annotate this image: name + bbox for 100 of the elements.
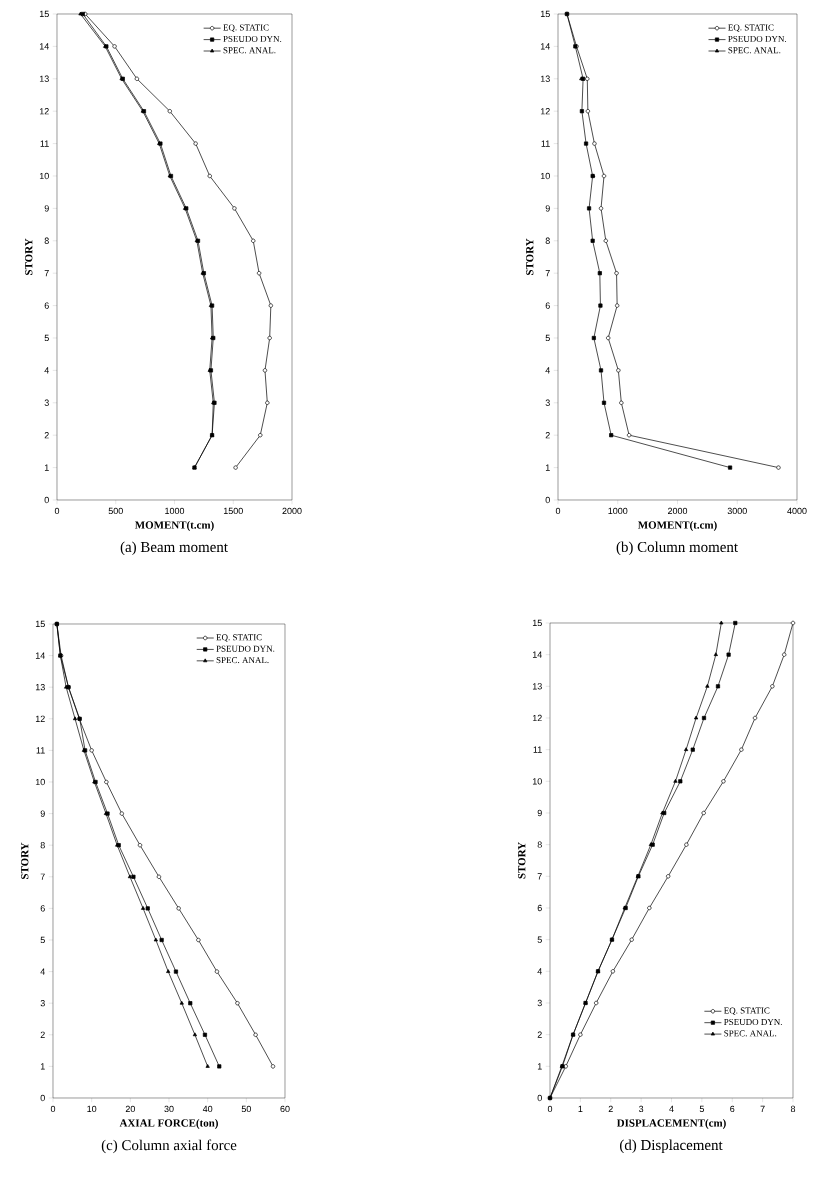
y-tick-label: 14 (35, 652, 45, 659)
legend-label: PSEUDO DYN. (724, 1018, 782, 1026)
legend-label: EQ. STATIC (223, 24, 269, 32)
y-tick-label: 8 (545, 237, 550, 244)
x-tick-label: 7 (760, 1105, 765, 1112)
legend-label: SPEC. ANAL. (724, 1030, 777, 1037)
x-tick-label: 3 (638, 1105, 644, 1113)
x-tick-label: 0 (54, 507, 60, 515)
y-tick-label: 5 (40, 936, 45, 944)
x-tick-label: 1000 (608, 507, 628, 515)
y-tick-label: 13 (540, 75, 550, 82)
legend-label: SPEC. ANAL. (223, 47, 276, 54)
y-tick-label: 7 (44, 270, 49, 277)
y-tick-label: 2 (40, 1031, 45, 1038)
y-tick-label: 4 (44, 367, 49, 374)
y-tick-label: 14 (532, 651, 542, 658)
y-tick-label: 6 (40, 905, 45, 912)
y-tick-label: 13 (532, 683, 542, 690)
y-tick-label: 11 (36, 747, 45, 754)
text: (b) Column moment (616, 541, 738, 556)
x-tick-label: 500 (108, 507, 123, 515)
y-tick-label: 9 (40, 810, 45, 817)
y-tick-label: 12 (39, 108, 49, 115)
y-axis-title: STORY (21, 842, 29, 879)
y-axis-title: STORY (518, 842, 526, 879)
x-tick-label: 0 (555, 507, 561, 515)
y-tick-label: 12 (532, 714, 542, 722)
legend-label: EQ. STATIC (216, 634, 262, 642)
y-tick-label: 3 (537, 999, 542, 1007)
x-tick-label: 8 (790, 1105, 796, 1113)
y-tick-label: 13 (35, 684, 45, 691)
x-tick-label: 2000 (667, 507, 688, 515)
y-tick-label: 9 (44, 205, 49, 212)
x-tick-label: 30 (164, 1105, 174, 1113)
x-tick-label: 20 (125, 1105, 135, 1113)
y-tick-label: 11 (533, 746, 542, 753)
legend-label: PSEUDO DYN. (216, 645, 275, 652)
x-tick-label: 0 (50, 1105, 56, 1113)
y-tick-label: 4 (40, 968, 45, 975)
y-tick-label: 1 (537, 1063, 542, 1070)
y-tick-label: 11 (541, 140, 550, 147)
y-tick-label: 10 (39, 172, 49, 180)
y-tick-label: 9 (545, 205, 550, 212)
y-tick-label: 3 (545, 399, 550, 406)
x-tick-label: 5 (699, 1105, 704, 1113)
y-tick-label: 1 (44, 464, 49, 471)
legend-label: EQ. STATIC (728, 24, 774, 32)
x-axis-title: MOMENT(t.cm) (637, 520, 717, 531)
x-tick-label: 10 (87, 1105, 97, 1113)
x-tick-label: 4000 (787, 507, 807, 515)
y-tick-label: 7 (40, 873, 45, 880)
y-tick-label: 5 (44, 334, 49, 342)
y-tick-label: 3 (44, 399, 49, 406)
x-tick-label: 60 (280, 1105, 290, 1113)
x-tick-label: 1 (578, 1105, 583, 1112)
y-tick-label: 0 (545, 496, 550, 504)
y-tick-label: 8 (537, 841, 542, 848)
y-tick-label: 6 (44, 302, 49, 309)
y-tick-label: 10 (532, 778, 542, 785)
x-tick-label: 3000 (727, 507, 747, 515)
y-tick-label: 0 (537, 1094, 542, 1102)
legend-label: PSEUDO DYN. (728, 35, 787, 42)
y-tick-label: 4 (537, 968, 542, 975)
y-tick-label: 2 (545, 432, 550, 439)
y-tick-label: 2 (537, 1031, 542, 1038)
y-tick-label: 4 (545, 367, 550, 374)
x-tick-label: 1000 (165, 507, 185, 515)
y-tick-label: 7 (545, 270, 550, 277)
y-tick-label: 9 (537, 809, 542, 817)
text: (a) Beam moment (120, 541, 228, 556)
y-tick-label: 1 (40, 1063, 45, 1070)
y-tick-label: 0 (44, 496, 49, 504)
y-tick-label: 15 (532, 619, 542, 627)
y-tick-label: 10 (35, 778, 45, 786)
legend-label: EQ. STATIC (724, 1007, 770, 1015)
y-tick-label: 5 (537, 936, 542, 943)
y-tick-label: 14 (540, 43, 550, 50)
x-axis-title: MOMENT(t.cm) (134, 520, 214, 531)
y-tick-label: 15 (39, 10, 49, 18)
x-tick-label: 6 (730, 1105, 735, 1113)
x-axis-title: AXIAL FORCE(ton) (119, 1118, 218, 1129)
y-tick-label: 5 (545, 334, 550, 342)
y-tick-label: 13 (39, 75, 49, 82)
x-tick-label: 2 (608, 1105, 613, 1113)
legend-label: PSEUDO DYN. (223, 35, 282, 42)
y-tick-label: 1 (545, 464, 550, 471)
y-tick-label: 2 (44, 432, 49, 439)
y-tick-label: 12 (540, 108, 550, 115)
y-tick-label: 3 (40, 1000, 45, 1007)
y-tick-label: 6 (537, 904, 542, 912)
y-tick-label: 12 (35, 715, 45, 722)
y-tick-label: 15 (540, 10, 550, 18)
y-tick-label: 8 (44, 237, 49, 244)
y-tick-label: 7 (537, 873, 542, 880)
y-tick-label: 10 (540, 172, 550, 180)
legend-label: SPEC. ANAL. (728, 47, 781, 54)
text: (d) Displacement (619, 1139, 723, 1154)
y-axis-title: STORY (526, 238, 534, 275)
y-tick-label: 0 (40, 1094, 45, 1102)
y-tick-label: 15 (35, 620, 45, 628)
